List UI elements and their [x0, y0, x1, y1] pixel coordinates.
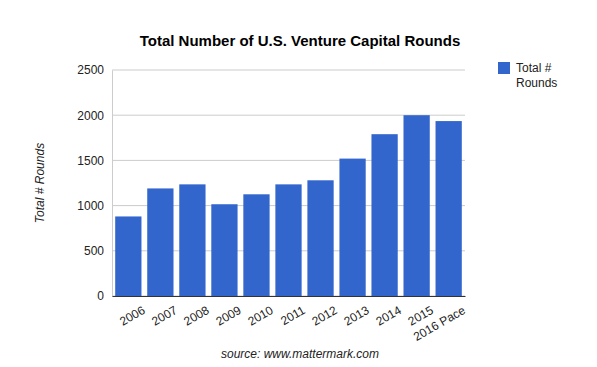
- x-tick-label: 2011: [278, 303, 308, 328]
- bar: [211, 204, 237, 296]
- x-tick-label: 2008: [181, 303, 211, 329]
- y-tick: 1500: [77, 154, 112, 168]
- x-tick: 2010: [245, 296, 275, 328]
- x-tick-label: 2007: [149, 303, 179, 329]
- title: Total Number of U.S. Venture Capital Rou…: [140, 32, 461, 49]
- y-axis: 0 500 1000 1500 2000 2500: [77, 63, 112, 303]
- x-tick: 2008: [181, 296, 211, 328]
- y-tick: 0: [97, 289, 112, 303]
- x-tick-label: 2012: [310, 303, 340, 329]
- x-axis-line: [113, 296, 466, 297]
- x-tick-label: 2016 Pace: [411, 303, 468, 344]
- y-tick-label: 2500: [77, 63, 104, 77]
- legend: Total #Rounds: [498, 61, 557, 90]
- x-tick: 2012: [310, 296, 340, 328]
- grid: [112, 70, 465, 296]
- bar: [339, 159, 365, 296]
- x-tick: 2014: [374, 296, 404, 328]
- x-tick: 2006: [117, 296, 147, 328]
- bar: [436, 121, 462, 296]
- y-tick: 2000: [77, 109, 112, 123]
- x-tick-label: 2009: [213, 303, 243, 329]
- y-tick: 500: [84, 244, 112, 258]
- y-tick-label: 500: [84, 244, 104, 258]
- legend-label: Total #Rounds: [516, 61, 557, 90]
- y-axis-title: Total # Rounds: [33, 143, 47, 223]
- x-tick: 2007: [149, 296, 179, 328]
- x-tick: 2013: [342, 296, 372, 328]
- bar: [275, 184, 301, 296]
- x-tick-label: 2013: [342, 303, 372, 329]
- y-tick-label: 0: [97, 289, 104, 303]
- bar: [307, 180, 333, 296]
- bar: [403, 115, 429, 296]
- bar: [147, 188, 173, 296]
- source: source: www.mattermark.com: [221, 347, 379, 361]
- grid-line: [112, 70, 465, 71]
- y-tick: 2500: [77, 63, 112, 77]
- y-tick-label: 1500: [77, 154, 104, 168]
- y-tick-label: 1000: [77, 199, 104, 213]
- y-tick-label: 2000: [77, 109, 104, 123]
- x-tick: 2016 Pace: [411, 296, 468, 344]
- y-axis-line: [112, 71, 113, 297]
- chart: 0 500 1000 1500 2000 2500 20062007200820092010…: [0, 0, 597, 367]
- bar: [371, 134, 397, 296]
- bar: [179, 184, 205, 296]
- bar: [115, 216, 141, 296]
- x-tick-label: 2014: [374, 303, 404, 329]
- x-axis: 2006200720082009201020112012201320142015…: [113, 296, 469, 344]
- x-tick: 2009: [213, 296, 243, 328]
- x-tick: 2011: [278, 296, 308, 328]
- bars: [115, 115, 462, 296]
- bar: [243, 194, 269, 296]
- x-tick-label: 2006: [117, 303, 147, 329]
- y-tick: 1000: [77, 199, 112, 213]
- legend-swatch: [498, 62, 510, 74]
- x-tick-label: 2010: [245, 303, 275, 329]
